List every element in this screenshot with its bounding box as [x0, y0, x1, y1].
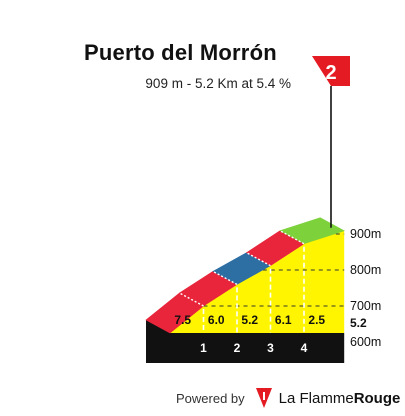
strip-separator-3: [246, 252, 271, 267]
profile-base: [146, 320, 345, 363]
elevation-tick-label-600m: 600m: [350, 335, 381, 349]
km-tick-label-2: 2: [234, 341, 241, 355]
km-tick-label-3: 3: [267, 341, 274, 355]
elevation-tick-label-900m: 900m: [350, 227, 381, 241]
km-tick-label-1: 1: [200, 341, 207, 355]
gradient-label-2: 6.0: [208, 313, 225, 327]
footer: Powered by La FlammeRouge: [176, 386, 400, 410]
gradient-label-3: 5.2: [241, 313, 258, 327]
total-distance-label: 5.2: [350, 316, 367, 330]
elevation-tick-label-800m: 800m: [350, 263, 381, 277]
category-badge: [312, 56, 350, 86]
gradient-strip-segment-5: [279, 217, 345, 245]
gradient-label-4: 6.1: [275, 313, 292, 327]
strip-separator-4: [279, 230, 305, 245]
strip-separator-1: [179, 292, 204, 307]
gradient-label-5: 2.5: [308, 313, 325, 327]
km-tick-label-4: 4: [301, 341, 308, 355]
elevation-tick-label-700m: 700m: [350, 299, 381, 313]
strip-separator-2: [212, 270, 238, 286]
profile-area: [170, 230, 345, 333]
category-badge-label: 2: [325, 62, 336, 84]
gradient-label-1: 7.5: [174, 313, 191, 327]
brand-name-part1: La Flamme: [278, 389, 354, 407]
powered-by-label: Powered by: [176, 390, 245, 406]
brand-name: La FlammeRouge: [279, 390, 401, 407]
brand-name-part2: Rouge: [353, 389, 401, 407]
flame-drop-icon: [255, 388, 272, 408]
page-title: Puerto del Morrón: [84, 40, 277, 65]
climb-summary: 909 m - 5.2 Km at 5.4 %: [145, 76, 291, 91]
